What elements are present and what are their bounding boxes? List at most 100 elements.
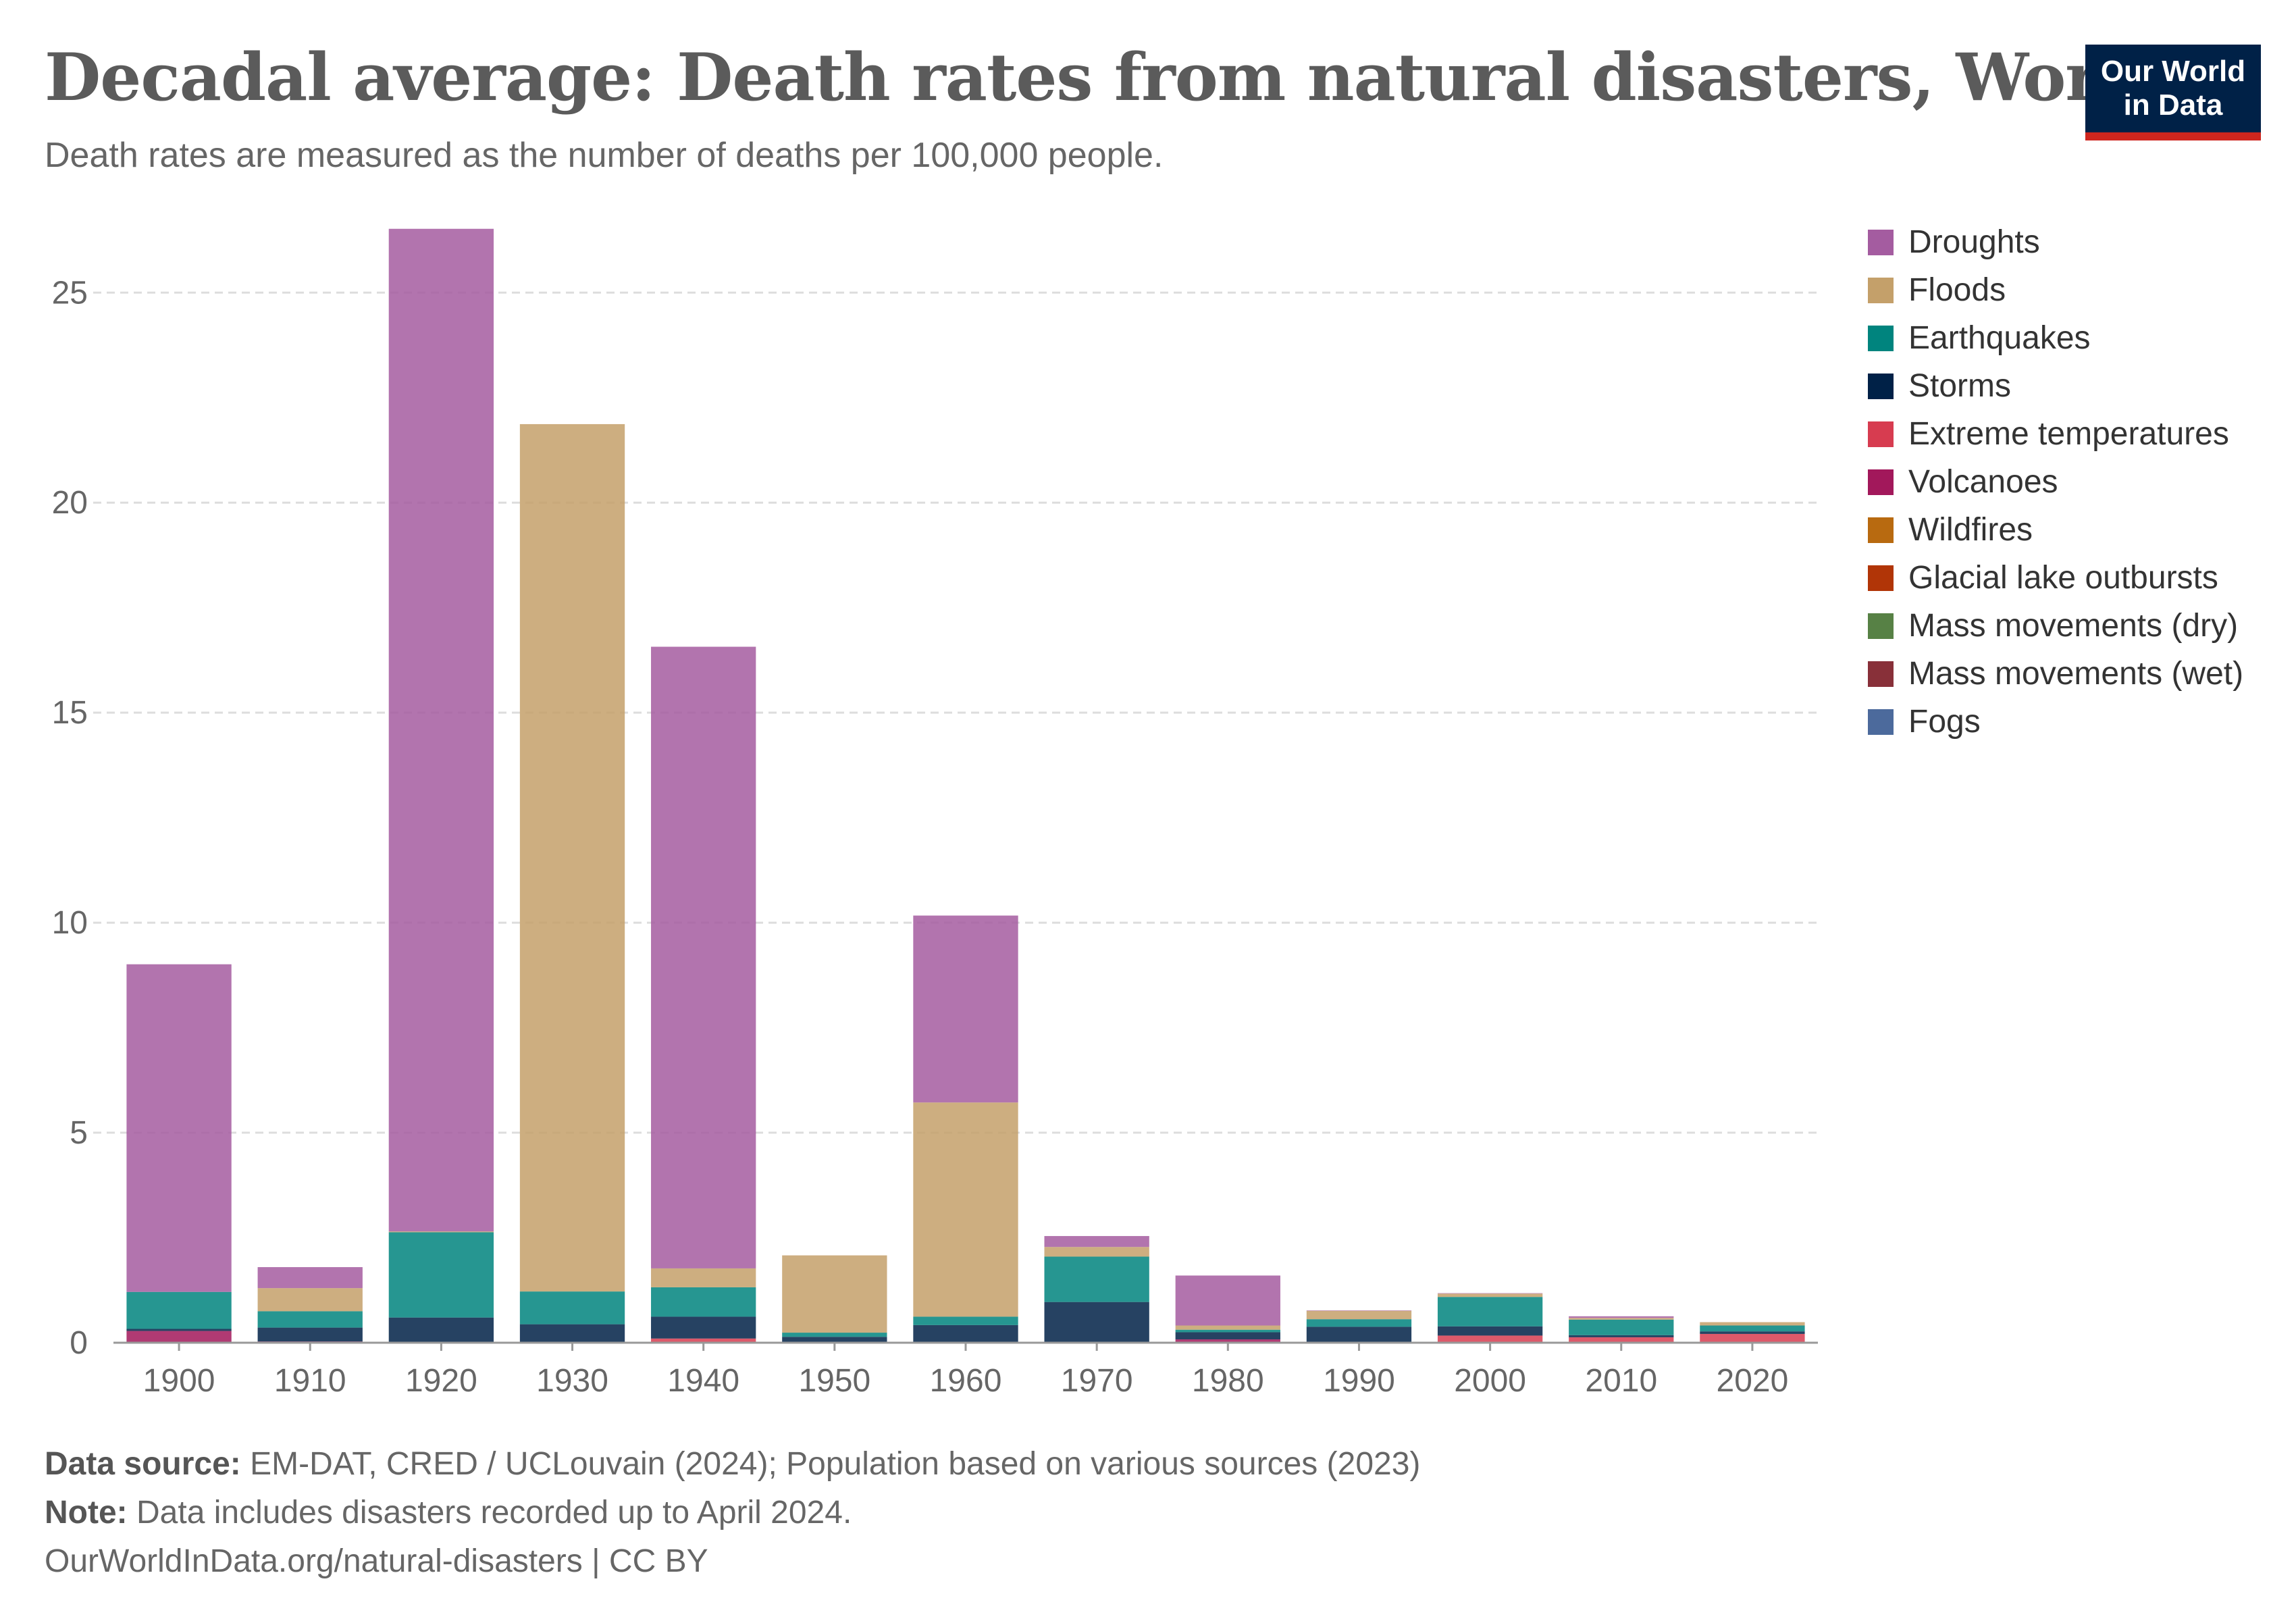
bar-segment-earthquakes[interactable] — [126, 1291, 232, 1329]
bar-segment-earthquakes[interactable] — [913, 1316, 1018, 1325]
legend-item-floods[interactable]: Floods — [1868, 272, 2006, 308]
bar-segment-droughts[interactable] — [1044, 1236, 1149, 1247]
bar-segment-earthquakes[interactable] — [388, 1232, 494, 1318]
bar-segment-storms[interactable] — [126, 1329, 232, 1331]
bar-segment-extreme-temperatures[interactable] — [1437, 1335, 1543, 1343]
bar-segment-volcanoes[interactable] — [126, 1331, 232, 1343]
bar-segment-earthquakes[interactable] — [651, 1287, 756, 1317]
x-tick-label: 1910 — [274, 1363, 346, 1399]
x-tick-label: 1980 — [1192, 1363, 1264, 1399]
bar-segment-floods[interactable] — [782, 1255, 887, 1333]
logo-line-2: in Data — [2123, 88, 2223, 122]
legend-label: Earthquakes — [1908, 320, 2091, 356]
bar-segment-droughts[interactable] — [1569, 1316, 1674, 1318]
bar-segment-storms[interactable] — [519, 1324, 625, 1342]
legend-label: Extreme temperatures — [1908, 416, 2229, 452]
bar-segment-earthquakes[interactable] — [1306, 1319, 1412, 1327]
bar-stack-1950[interactable] — [782, 1255, 887, 1343]
bar-segment-droughts[interactable] — [1437, 1293, 1543, 1294]
bar-segment-earthquakes[interactable] — [1175, 1329, 1280, 1333]
legend-item-wildfires[interactable]: Wildfires — [1868, 512, 2033, 548]
bar-stack-1910[interactable] — [257, 1267, 363, 1343]
url-line[interactable]: OurWorldInData.org/natural-disasters | C… — [45, 1543, 708, 1579]
bar-stack-1960[interactable] — [913, 915, 1018, 1343]
owid-logo[interactable]: Our World in Data — [2085, 45, 2261, 140]
legend-swatch — [1868, 230, 1894, 255]
bar-segment-extreme-temperatures[interactable] — [1700, 1333, 1805, 1343]
note-line: Note: Data includes disasters recorded u… — [45, 1494, 852, 1531]
y-tick-label: 15 — [52, 695, 88, 731]
bar-stack-2010[interactable] — [1569, 1316, 1674, 1343]
bar-segment-floods[interactable] — [1437, 1293, 1543, 1297]
bar-segment-storms[interactable] — [1044, 1302, 1149, 1342]
bar-segment-floods[interactable] — [1306, 1310, 1412, 1320]
legend-item-mass-movements-dry-[interactable]: Mass movements (dry) — [1868, 608, 2238, 644]
bar-segment-droughts[interactable] — [126, 964, 232, 1292]
legend-label: Mass movements (dry) — [1908, 608, 2238, 644]
bar-segment-droughts[interactable] — [388, 228, 494, 1232]
bar-segment-droughts[interactable] — [913, 915, 1018, 1103]
legend-swatch — [1868, 374, 1894, 399]
note-label: Note: — [45, 1495, 128, 1530]
legend-swatch — [1868, 278, 1894, 303]
bar-segment-earthquakes[interactable] — [257, 1311, 363, 1328]
bar-segment-storms[interactable] — [257, 1327, 363, 1342]
bar-segment-droughts[interactable] — [257, 1267, 363, 1289]
bar-stack-1930[interactable] — [519, 423, 625, 1343]
bar-stack-1990[interactable] — [1306, 1310, 1412, 1343]
bar-segment-storms[interactable] — [1700, 1331, 1805, 1334]
legend-item-fogs[interactable]: Fogs — [1868, 704, 1981, 740]
bar-segment-storms[interactable] — [782, 1337, 887, 1342]
bar-segment-storms[interactable] — [388, 1317, 494, 1342]
bar-segment-droughts[interactable] — [651, 646, 756, 1268]
bar-segment-floods[interactable] — [1044, 1247, 1149, 1257]
bar-segment-floods[interactable] — [388, 1231, 494, 1233]
bar-segment-storms[interactable] — [651, 1316, 756, 1339]
bar-segment-earthquakes[interactable] — [1569, 1319, 1674, 1335]
bar-segment-earthquakes[interactable] — [1044, 1256, 1149, 1302]
legend-item-glacial-lake-outbursts[interactable]: Glacial lake outbursts — [1868, 560, 2218, 596]
data-source-label: Data source: — [45, 1446, 241, 1482]
bar-stack-1940[interactable] — [651, 646, 756, 1343]
bar-segment-floods[interactable] — [1569, 1318, 1674, 1320]
bar-segment-floods[interactable] — [257, 1288, 363, 1312]
x-tick-label: 1900 — [143, 1363, 215, 1399]
bar-segment-storms[interactable] — [1175, 1332, 1280, 1340]
legend-label: Volcanoes — [1908, 464, 2058, 500]
bar-segment-floods[interactable] — [1700, 1322, 1805, 1326]
bar-segment-storms[interactable] — [913, 1324, 1018, 1342]
legend-item-storms[interactable]: Storms — [1868, 368, 2011, 404]
bar-segment-droughts[interactable] — [1306, 1310, 1412, 1311]
bar-segment-extreme-temperatures[interactable] — [651, 1338, 756, 1342]
bar-segment-earthquakes[interactable] — [782, 1333, 887, 1337]
bar-segment-extreme-temperatures[interactable] — [1569, 1337, 1674, 1343]
bar-segment-storms[interactable] — [1569, 1335, 1674, 1337]
legend-label: Storms — [1908, 368, 2011, 404]
bar-segment-floods[interactable] — [519, 423, 625, 1292]
bar-segment-droughts[interactable] — [1175, 1275, 1280, 1326]
bar-segment-floods[interactable] — [913, 1102, 1018, 1317]
bar-stack-1970[interactable] — [1044, 1236, 1149, 1343]
bar-segment-storms[interactable] — [1306, 1327, 1412, 1343]
bar-stack-1980[interactable] — [1175, 1275, 1280, 1343]
legend-item-droughts[interactable]: Droughts — [1868, 224, 2040, 260]
legend-item-earthquakes[interactable]: Earthquakes — [1868, 320, 2091, 356]
bar-segment-earthquakes[interactable] — [1437, 1297, 1543, 1327]
gridlines — [93, 291, 1818, 1134]
legend-item-volcanoes[interactable]: Volcanoes — [1868, 464, 2058, 500]
bar-stack-1900[interactable] — [126, 964, 232, 1343]
legend-item-mass-movements-wet-[interactable]: Mass movements (wet) — [1868, 656, 2243, 692]
bar-segment-earthquakes[interactable] — [519, 1291, 625, 1324]
bar-stack-2000[interactable] — [1437, 1293, 1543, 1343]
y-axis: 0 5 10 15 20 25 — [52, 275, 88, 1361]
legend-swatch — [1868, 661, 1894, 687]
bar-segment-floods[interactable] — [1175, 1325, 1280, 1330]
legend-label: Fogs — [1908, 704, 1981, 740]
legend-item-extreme-temperatures[interactable]: Extreme temperatures — [1868, 416, 2229, 452]
bar-segment-earthquakes[interactable] — [1700, 1325, 1805, 1332]
bar-stack-2020[interactable] — [1700, 1322, 1805, 1343]
bar-segment-volcanoes[interactable] — [1175, 1339, 1280, 1343]
bar-segment-floods[interactable] — [651, 1268, 756, 1287]
bar-segment-storms[interactable] — [1437, 1326, 1543, 1336]
bar-stack-1920[interactable] — [388, 228, 494, 1343]
